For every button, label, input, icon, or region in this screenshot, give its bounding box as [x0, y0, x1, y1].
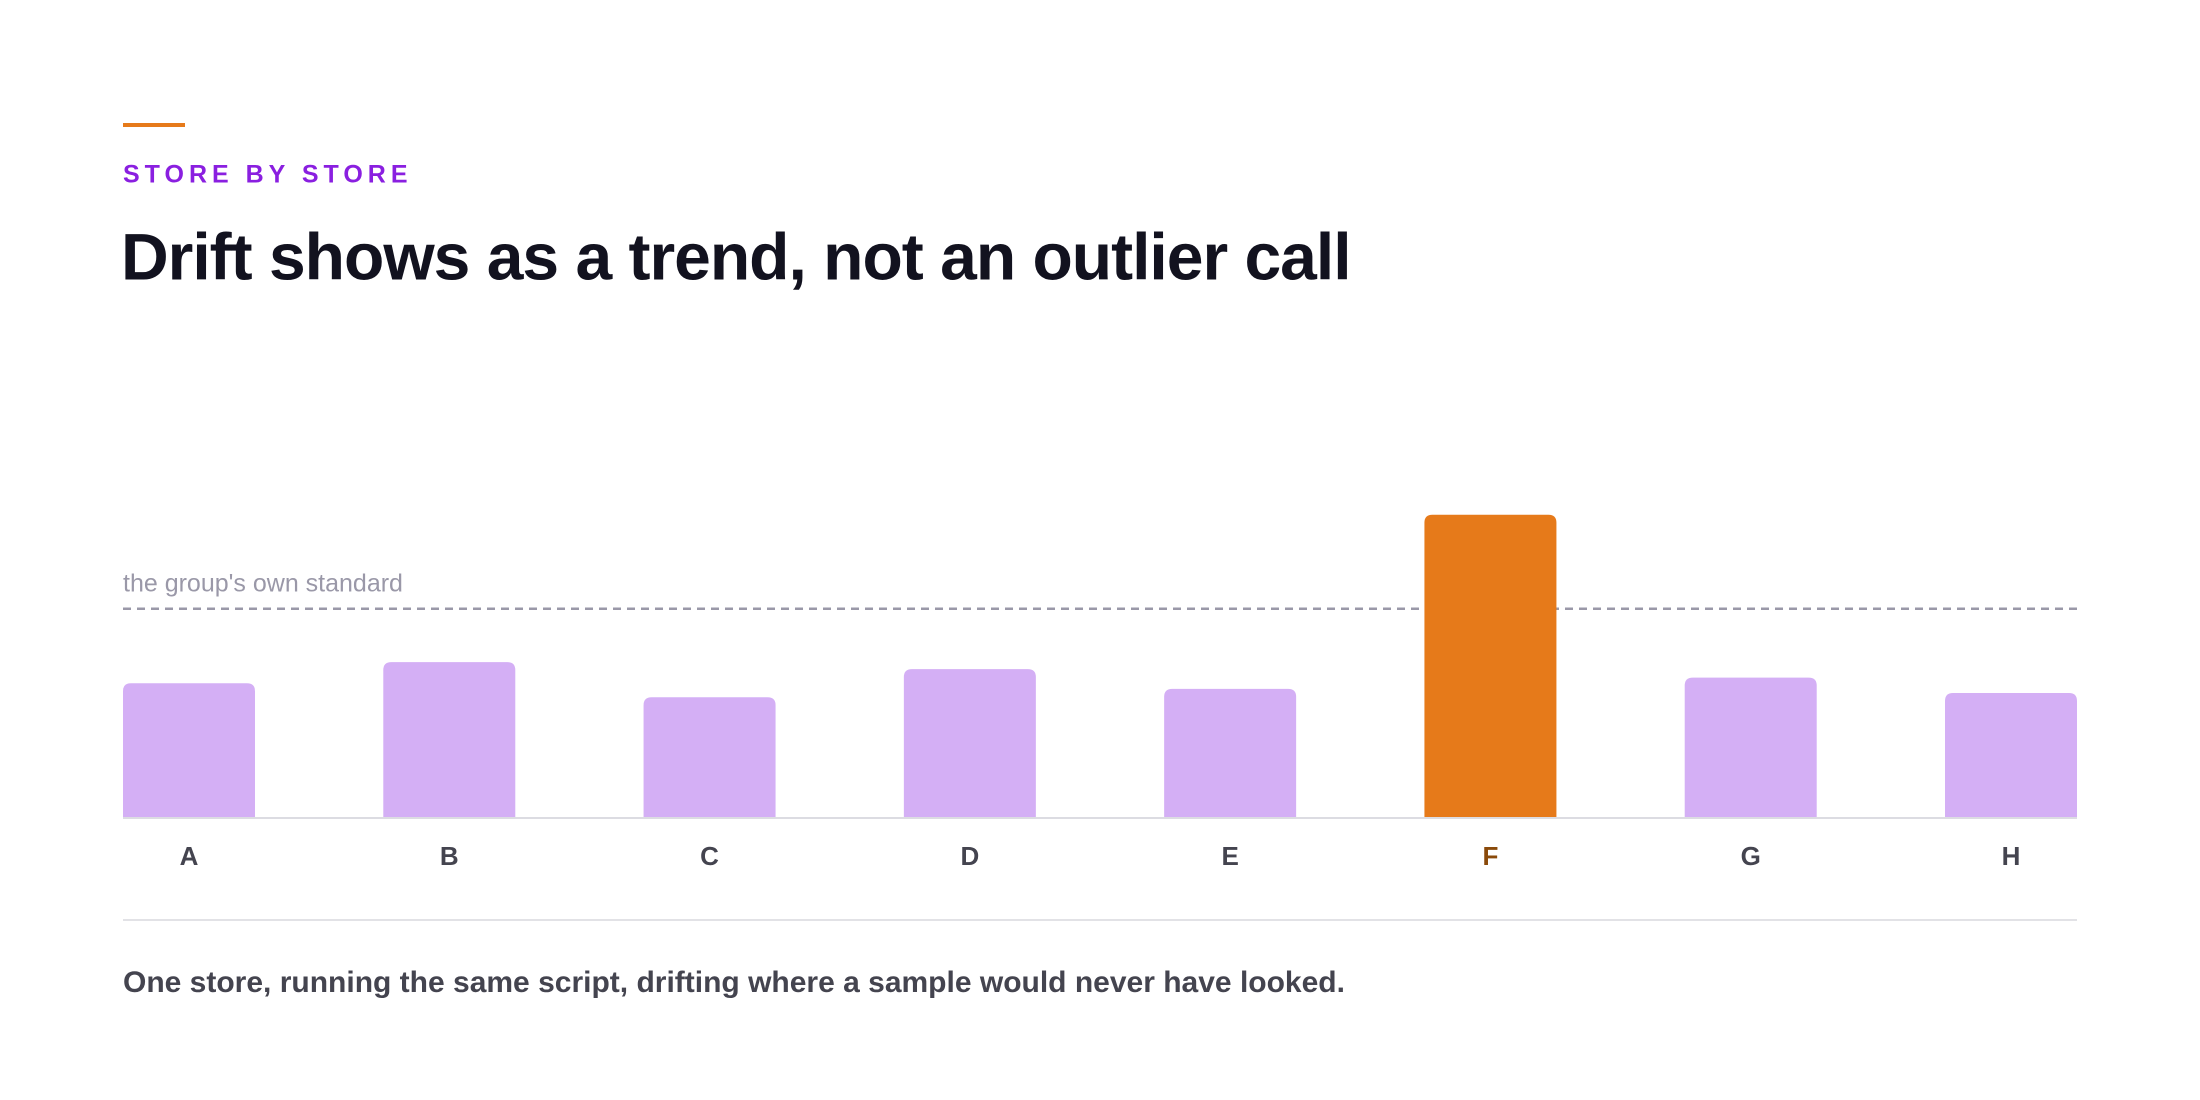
- bar: [123, 683, 255, 818]
- bar: [903, 669, 1036, 818]
- chart-title: Drift shows as a trend, not an outlier c…: [121, 219, 1351, 293]
- bar: [1684, 677, 1817, 818]
- x-tick-label: C: [700, 841, 719, 871]
- bar: [1164, 688, 1297, 818]
- x-tick-label: D: [960, 841, 979, 871]
- bar: [1424, 514, 1557, 818]
- x-tick-label: G: [1741, 841, 1761, 871]
- bar: [383, 662, 516, 818]
- x-tick-label: A: [180, 841, 199, 871]
- caption: One store, running the same script, drif…: [123, 966, 1345, 999]
- bar: [643, 697, 776, 818]
- accent-rule: [123, 123, 185, 127]
- reference-label: the group's own standard: [123, 569, 403, 597]
- eyebrow: STORE BY STORE: [123, 161, 413, 189]
- x-tick-label: B: [440, 841, 459, 871]
- x-tick-label: H: [2002, 841, 2021, 871]
- bar: [1945, 693, 2077, 818]
- x-tick-label: F: [1482, 841, 1498, 871]
- x-tick-label: E: [1221, 841, 1238, 871]
